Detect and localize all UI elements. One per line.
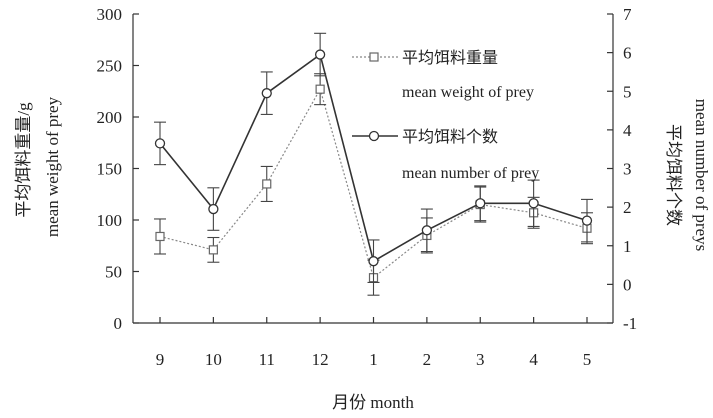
- left-y-tick-label: 250: [97, 57, 123, 76]
- left-y-tick-label: 100: [97, 211, 123, 230]
- series: [154, 32, 593, 296]
- data-point-circle: [208, 203, 219, 215]
- data-point-circle: [528, 198, 539, 209]
- left-y-tick-label: 150: [97, 160, 123, 179]
- right-y-tick-label: 2: [623, 198, 632, 217]
- right-y-tick-label: 5: [623, 82, 632, 101]
- data-point-square: [262, 179, 272, 189]
- data-point-circle: [154, 138, 166, 149]
- right-y-tick-label: 4: [623, 121, 632, 140]
- left-y-tick-label: 300: [97, 5, 123, 24]
- x-tick-label: 4: [529, 350, 538, 369]
- right-y-tick-label: 6: [623, 44, 632, 63]
- data-point-square: [155, 231, 165, 242]
- x-tick-label: 10: [205, 350, 222, 369]
- series-mean-number: [154, 32, 593, 283]
- x-tick-label: 5: [583, 350, 592, 369]
- right-y-tick-label: 0: [623, 275, 632, 294]
- legend-weight-square-marker: [369, 52, 379, 62]
- data-point-circle: [261, 88, 272, 99]
- x-tick-label: 1: [369, 350, 378, 369]
- data-point-circle: [314, 49, 326, 60]
- right-y-tick-label: 1: [623, 237, 632, 256]
- right-y-axis-title-en: mean number of preys: [692, 99, 711, 251]
- legend-weight-en: mean weight of prey: [402, 84, 534, 101]
- right-y-tick-label: 7: [623, 5, 632, 24]
- left-y-tick-label: 50: [105, 263, 122, 282]
- data-point-square: [208, 245, 218, 255]
- x-tick-label: 2: [423, 350, 432, 369]
- data-point-circle: [421, 225, 433, 236]
- left-y-tick-label: 200: [97, 108, 123, 127]
- data-point-circle: [368, 256, 379, 267]
- x-tick-label: 12: [312, 350, 329, 369]
- left-y-tick-label: 0: [114, 314, 123, 333]
- data-point-circle: [475, 198, 486, 209]
- data-point-square: [315, 84, 325, 94]
- legend-weight-cn: 平均饵料重量: [402, 49, 498, 67]
- left-y-axis-title-en: mean weight of prey: [43, 96, 62, 237]
- x-axis-title: 月份 month: [332, 393, 414, 412]
- x-tick-label: 9: [156, 350, 165, 369]
- legend-number-en: mean number of prey: [402, 165, 539, 182]
- right-y-tick-label: -1: [623, 314, 637, 333]
- x-tick-label: 3: [476, 350, 485, 369]
- legend: 平均饵料重量 mean weight of prey 平均饵料个数 mean n…: [352, 49, 539, 182]
- legend-number-circle-marker: [368, 130, 380, 142]
- legend-number-cn: 平均饵料个数: [402, 128, 498, 146]
- x-tick-label: 11: [259, 350, 275, 369]
- left-y-axis-title-cn: 平均饵料重量/g: [14, 102, 33, 218]
- right-y-axis-title-cn: 平均饵料个数: [664, 124, 683, 226]
- right-y-tick-label: 3: [623, 160, 632, 179]
- data-point-circle: [581, 215, 593, 226]
